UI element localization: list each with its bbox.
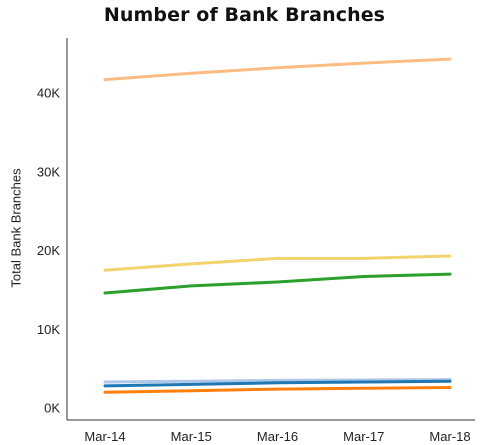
axes: 0K 10K 20K 30K 40K Mar-14 Mar-15 Mar-16 Mar-17 Ma… <box>37 38 475 444</box>
y-tick-label: 30K <box>37 164 60 179</box>
chart-title: Number of Bank Branches <box>103 4 386 26</box>
series-line <box>103 379 452 388</box>
x-tick-label: Mar-18 <box>429 429 470 444</box>
x-tick-label: Mar-15 <box>171 429 212 444</box>
series-group <box>103 57 452 394</box>
x-tick-label: Mar-17 <box>343 429 384 444</box>
x-tick-label: Mar-14 <box>84 429 125 444</box>
y-tick-label: 10K <box>37 322 60 337</box>
x-tick-label: Mar-16 <box>257 429 298 444</box>
y-tick-label: 40K <box>37 86 60 101</box>
series-line <box>103 272 452 295</box>
series-line <box>103 254 452 272</box>
series-line <box>103 378 452 384</box>
y-tick-label: 0K <box>44 401 60 416</box>
series-line <box>103 386 452 394</box>
series-line <box>103 57 452 82</box>
y-tick-label: 20K <box>37 243 60 258</box>
